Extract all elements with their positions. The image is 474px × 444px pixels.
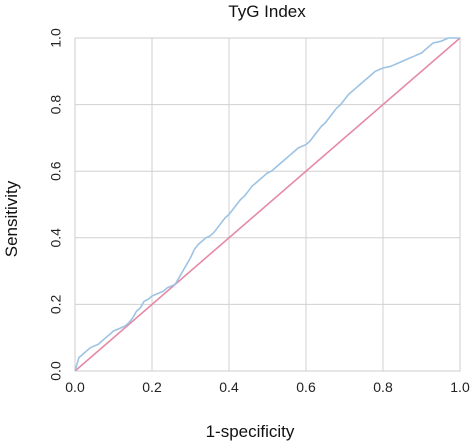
y-tick-label: 0.8 — [48, 95, 64, 115]
chart-title: TyG Index — [228, 2, 306, 21]
x-tick-label: 0.0 — [65, 379, 85, 395]
y-tick-label: 1.0 — [48, 28, 64, 48]
reference-line — [74, 37, 461, 372]
x-axis-title: 1-specificity — [206, 422, 295, 441]
y-axis-title: Sensitivity — [2, 180, 21, 257]
x-tick-label: 0.4 — [219, 379, 239, 395]
y-tick-label: 0.2 — [48, 294, 64, 314]
series-layer — [74, 37, 461, 372]
x-tick-label: 0.2 — [142, 379, 162, 395]
y-tick-labels: 0.0 0.2 0.4 0.6 0.8 1.0 — [48, 28, 64, 381]
plot-frame — [74, 37, 461, 372]
y-tick-label: 0.0 — [48, 361, 64, 381]
x-tick-label: 0.6 — [296, 379, 316, 395]
y-tick-label: 0.6 — [48, 161, 64, 181]
y-tick-label: 0.4 — [48, 228, 64, 248]
roc-curve — [74, 37, 460, 372]
x-tick-label: 1.0 — [450, 379, 470, 395]
x-tick-labels: 0.0 0.2 0.4 0.6 0.8 1.0 — [65, 379, 470, 395]
x-tick-label: 0.8 — [373, 379, 393, 395]
grid — [75, 38, 460, 371]
